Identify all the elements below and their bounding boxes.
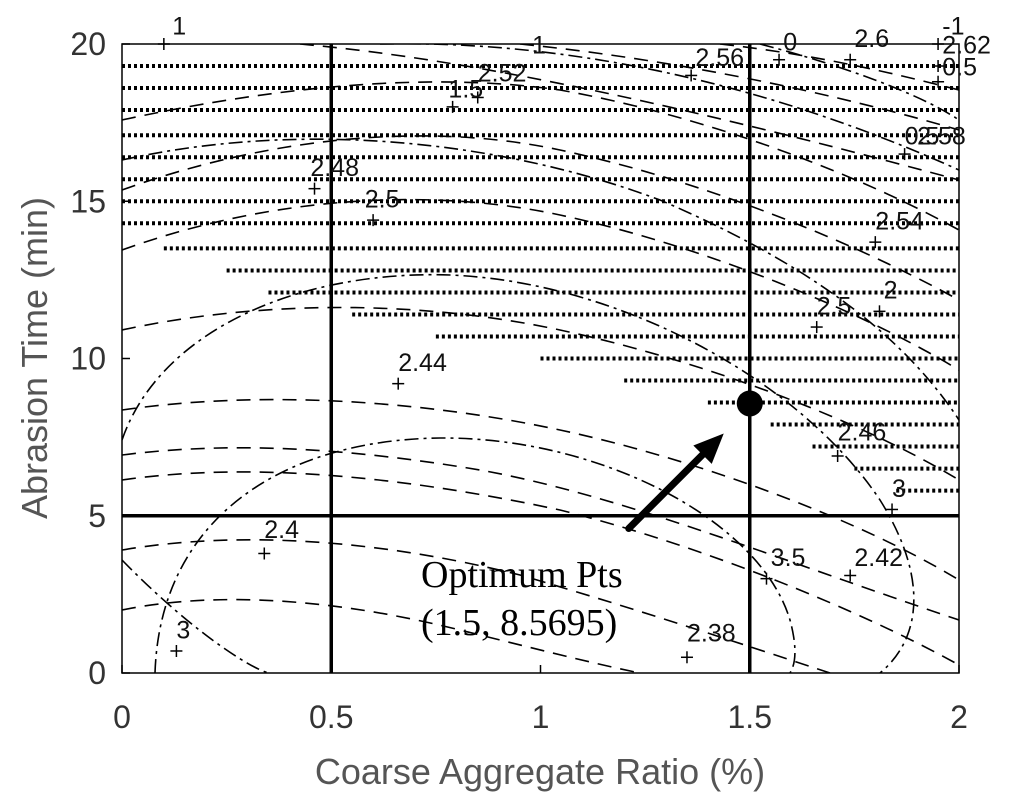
contour-marker	[932, 75, 945, 88]
contour-marker	[680, 651, 693, 664]
contour-marker	[886, 503, 899, 516]
y-tick-label: 0	[88, 655, 106, 691]
contour-lines	[122, 44, 959, 673]
x-tick-label: 0.5	[309, 699, 353, 735]
contour-line-dashdot	[122, 138, 959, 421]
contour-line-dashdot	[122, 273, 915, 673]
contour-line-dashed	[122, 81, 959, 231]
contour-line-dashdot	[380, 44, 959, 171]
contour-line-dashdot	[759, 44, 959, 121]
contour-label: 2.48	[310, 154, 359, 182]
contour-marker	[831, 449, 844, 462]
constraint-lines	[122, 44, 959, 673]
contour-line-dashed	[122, 135, 959, 301]
contour-label: -1	[942, 13, 964, 41]
y-tick-label: 5	[88, 498, 106, 534]
x-tick-label: 2	[950, 699, 968, 735]
optimum-label-line1: Optimum Pts	[421, 554, 623, 596]
contour-marker	[844, 53, 857, 66]
x-tick-label: 0	[113, 699, 131, 735]
contour-marker	[258, 547, 271, 560]
contour-marker	[810, 321, 823, 334]
contour-line-dashed	[122, 471, 959, 666]
y-tick-label: 15	[70, 183, 106, 219]
contour-label: 1	[532, 31, 546, 59]
contour-label: 3	[176, 616, 190, 644]
contour-marker	[685, 69, 698, 82]
contour-marker	[367, 214, 380, 227]
contour-label: 2.58	[917, 123, 966, 151]
contour-line-dashed	[719, 44, 959, 91]
contour-marker	[932, 60, 945, 73]
x-axis-title: Coarse Aggregate Ratio (%)	[315, 751, 765, 792]
contour-marker	[898, 148, 911, 161]
contour-label: 0	[783, 28, 797, 56]
x-tick-label: 1.5	[728, 699, 772, 735]
contour-labels: 111.52.522.560 2.6 -12.620.50.52.582.482.5…	[172, 13, 991, 648]
contour-line-dashed	[122, 306, 959, 481]
contour-marker	[773, 53, 786, 66]
contour-marker	[932, 38, 945, 50]
contour-label: 3.5	[771, 544, 806, 572]
contour-label: 2.5	[365, 186, 400, 214]
contour-marker	[760, 572, 773, 585]
contour-label: 2.5	[817, 292, 852, 320]
contour-label: 2.56	[695, 44, 744, 72]
contour-marker	[873, 305, 886, 318]
contour-line-dashed	[122, 598, 641, 673]
contour-marker	[170, 644, 183, 657]
contour-marker	[471, 91, 484, 104]
contour-marker	[392, 377, 405, 390]
contour-label: 2.54	[875, 208, 924, 236]
y-tick-label: 10	[70, 341, 106, 377]
contour-marker	[869, 236, 882, 249]
contour-marker	[844, 569, 857, 582]
contour-line-dashdot	[154, 437, 796, 673]
contour-label-markers	[157, 38, 945, 664]
contour-label: 2.46	[838, 418, 887, 446]
contour-label: 2.52	[478, 60, 527, 88]
contour-label: 2	[884, 277, 898, 305]
contour-line-dashed	[122, 198, 959, 371]
contour-label: 1.5	[448, 75, 483, 103]
contour-label: 2.4	[264, 516, 299, 544]
contour-label: 2.42	[854, 544, 903, 572]
contour-label: 2.6	[854, 25, 889, 53]
contour-line-dashed	[122, 539, 831, 673]
y-axis-ticks: 0 5 10 15 20	[70, 26, 130, 691]
y-tick-label: 20	[70, 26, 106, 62]
contour-label: 1	[172, 13, 186, 41]
optimum-arrow	[625, 433, 724, 532]
contour-label: 0.5	[905, 123, 940, 151]
contour-marker	[446, 100, 459, 113]
contour-line-dashed	[122, 446, 959, 621]
contour-marker	[308, 182, 321, 195]
contour-line-dashdot	[122, 559, 271, 673]
optimum-point	[736, 390, 763, 417]
infeasible-region-hatching	[122, 64, 959, 493]
contour-line-dashed	[299, 44, 959, 181]
x-tick-label: 1	[532, 699, 550, 735]
x-axis-ticks: 0 0.5 1 1.5 2	[113, 665, 968, 735]
optimum-label-line2: (1.5, 8.5695)	[421, 602, 617, 644]
contour-label: 3	[892, 475, 906, 503]
contour-label: 2.38	[687, 620, 736, 648]
contour-line-dashed	[519, 44, 959, 131]
contour-label: 2.44	[398, 349, 447, 377]
contour-line-dashed	[122, 398, 959, 581]
y-axis-title: Abrasion Time (min)	[14, 197, 55, 519]
contour-label: 0.5	[942, 53, 977, 81]
contour-label: 2.62	[942, 31, 991, 59]
contour-marker	[157, 38, 170, 50]
